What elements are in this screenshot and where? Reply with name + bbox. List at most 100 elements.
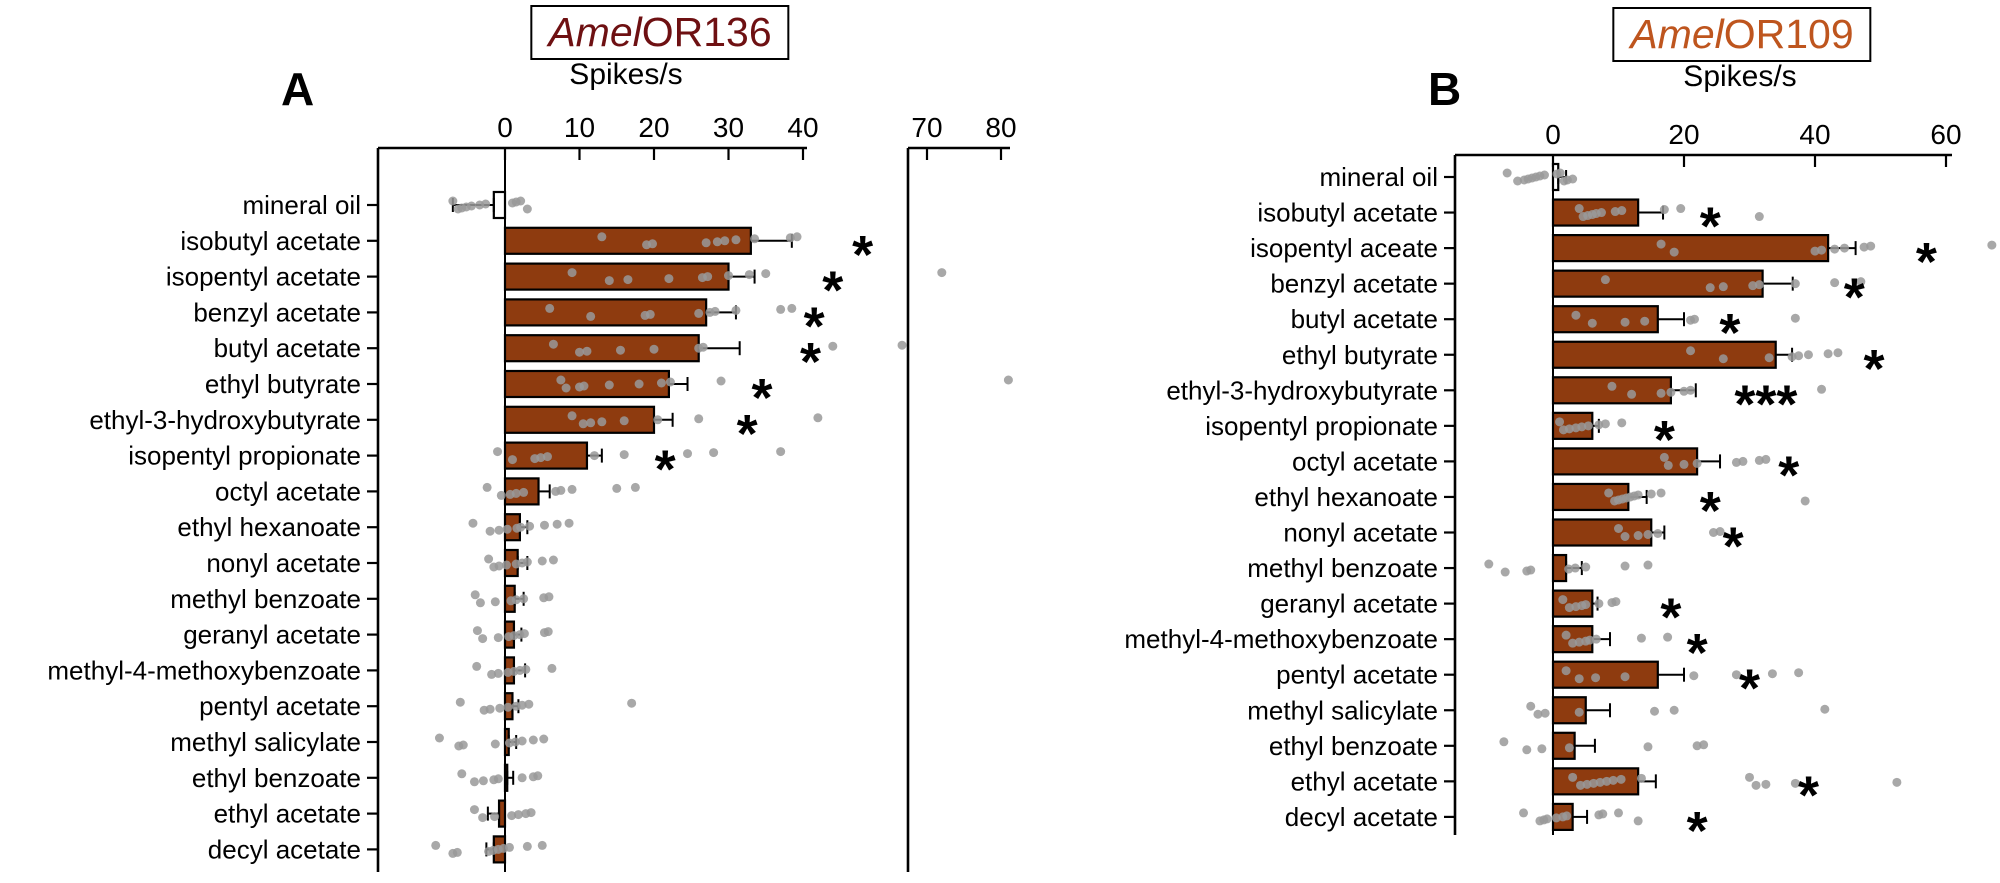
data-point <box>1738 456 1748 466</box>
data-point <box>1764 353 1774 363</box>
significance-asterisk: * <box>1798 765 1819 825</box>
category-label: pentyl acetate <box>199 691 361 721</box>
control-bar <box>492 190 507 220</box>
data-point <box>1581 600 1591 610</box>
data-point <box>623 275 633 285</box>
data-point <box>582 346 592 356</box>
data-point <box>1689 671 1699 681</box>
data-point <box>813 413 823 423</box>
data-point <box>470 590 480 600</box>
data-point <box>1663 460 1673 470</box>
data-point <box>710 306 720 316</box>
data-point <box>466 201 476 211</box>
data-point <box>612 483 622 493</box>
data-point <box>552 519 562 529</box>
data-point <box>545 303 555 313</box>
data-point <box>519 629 529 639</box>
data-point <box>1620 317 1630 327</box>
data-point <box>1663 632 1673 642</box>
category-label: ethyl hexanoate <box>1254 482 1438 512</box>
data-point <box>1561 666 1571 676</box>
data-point <box>1591 673 1601 683</box>
data-point <box>524 699 534 709</box>
data-point <box>1594 599 1604 609</box>
category-label: butyl acetate <box>214 333 361 363</box>
data-point <box>1650 706 1660 716</box>
data-point <box>1790 279 1800 289</box>
data-point <box>750 234 760 244</box>
data-point <box>1614 524 1623 533</box>
data-point <box>578 419 588 429</box>
data-point <box>482 482 492 492</box>
data-point <box>1679 459 1689 469</box>
data-point <box>1646 489 1656 499</box>
data-point <box>1659 205 1669 215</box>
data-point <box>1562 811 1572 821</box>
category-label: decyl acetate <box>208 834 361 864</box>
data-point <box>485 704 495 714</box>
category-label: ethyl-3-hydroxybutyrate <box>89 405 361 435</box>
data-point <box>1574 204 1584 214</box>
data-point <box>627 698 637 708</box>
data-point <box>494 525 504 535</box>
data-point <box>452 847 462 857</box>
data-point <box>1540 708 1550 718</box>
data-point <box>1892 777 1902 787</box>
data-point <box>517 736 527 746</box>
data-point <box>1614 808 1623 818</box>
category-label: geranyl acetate <box>183 620 361 650</box>
data-point <box>1617 206 1627 216</box>
data-point <box>630 482 640 492</box>
response-bar <box>1551 234 1830 263</box>
data-point <box>1574 707 1584 717</box>
response-bar <box>503 405 656 434</box>
data-point <box>1823 349 1833 359</box>
category-label: isopentyl acetate <box>166 262 361 292</box>
data-point <box>468 518 478 528</box>
significance-asterisk: * <box>752 368 773 428</box>
panel-b-letter: B <box>1428 63 1462 115</box>
data-point <box>472 661 482 671</box>
data-point <box>1830 244 1840 254</box>
data-point <box>586 418 596 428</box>
data-point <box>495 703 505 713</box>
data-point <box>1539 170 1549 180</box>
data-point <box>478 776 488 786</box>
data-point <box>709 448 719 458</box>
data-point <box>1620 561 1630 571</box>
data-point <box>1600 419 1610 429</box>
data-point <box>522 204 532 214</box>
category-label: methyl benzoate <box>1247 553 1438 583</box>
data-point <box>493 633 503 643</box>
data-point <box>457 769 467 779</box>
data-point <box>619 416 629 426</box>
category-label: methyl salicylate <box>170 727 361 757</box>
data-point <box>1656 239 1666 249</box>
data-point <box>1607 381 1617 391</box>
data-point <box>542 452 552 462</box>
category-label: isopentyl propionate <box>1205 411 1438 441</box>
data-point <box>724 271 733 281</box>
data-point <box>1833 348 1843 358</box>
data-point <box>792 232 802 242</box>
significance-asterisk: * <box>800 332 821 392</box>
data-point <box>1500 567 1510 577</box>
data-point <box>1751 780 1761 790</box>
data-point <box>731 235 741 245</box>
data-point <box>1484 559 1494 569</box>
data-point <box>1542 814 1552 824</box>
data-point <box>1633 531 1643 540</box>
category-label: isobutyl acetate <box>180 226 361 256</box>
data-point <box>1591 634 1601 644</box>
data-point <box>1627 389 1637 399</box>
data-point <box>490 739 500 749</box>
data-point <box>494 561 504 571</box>
data-point <box>503 702 513 712</box>
data-point <box>448 196 458 206</box>
significance-asterisk: * <box>804 296 825 356</box>
data-point <box>1608 775 1618 785</box>
significance-asterisk: * <box>1739 659 1760 719</box>
data-point <box>490 597 500 607</box>
data-point <box>1596 208 1606 218</box>
